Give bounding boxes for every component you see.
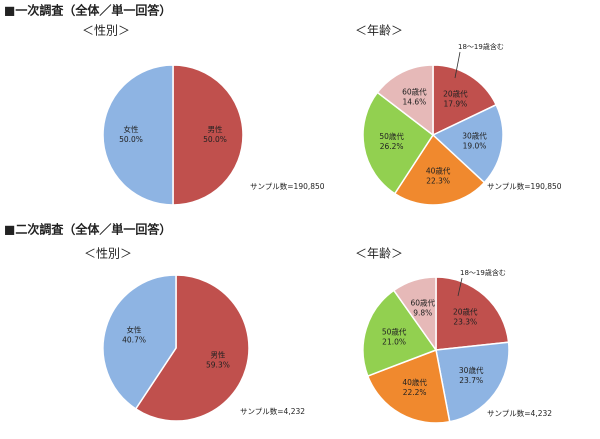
slice-label: 60歳代 <box>402 86 427 96</box>
sample-note: サンプル数=190,850 <box>487 181 562 191</box>
chart-subtitle: ＜性別＞ <box>82 24 130 38</box>
pie-slice <box>102 274 177 410</box>
slice-value: 19.0% <box>463 141 487 150</box>
chart-subtitle: ＜年齢＞ <box>355 246 403 261</box>
slice-label: 60歳代 <box>410 297 435 307</box>
slice-value: 22.2% <box>403 388 427 397</box>
sample-note: サンプル数=190,850 <box>250 181 325 191</box>
annotation: 18～19歳含む <box>460 268 506 277</box>
slice-label: 20歳代 <box>453 306 478 316</box>
pie-slice <box>102 64 174 206</box>
slice-label: 女性 <box>124 124 139 134</box>
slice-label: 女性 <box>127 324 142 334</box>
slice-value: 22.3% <box>426 177 450 186</box>
chart-subtitle: ＜年齢＞ <box>355 23 403 38</box>
slice-value: 14.6% <box>402 97 426 106</box>
slice-value: 23.7% <box>459 376 483 385</box>
slice-value: 40.7% <box>122 335 146 344</box>
pie-slice <box>393 133 486 206</box>
slice-value: 26.2% <box>380 142 404 151</box>
pie-slice <box>134 274 250 422</box>
annotation-line <box>457 277 463 297</box>
slice-label: 50歳代 <box>379 131 404 141</box>
slice-value: 23.3% <box>453 317 477 326</box>
pie-slice <box>362 91 435 195</box>
slice-label: 50歳代 <box>382 326 407 336</box>
pie-slice <box>435 276 510 351</box>
slice-label: 40歳代 <box>402 377 427 387</box>
section-heading: ■一次調査（全体／単一回答） <box>4 3 171 18</box>
pie-slice <box>172 64 244 206</box>
section-heading: ■二次調査（全体／単一回答） <box>4 222 171 237</box>
slice-value: 50.0% <box>203 135 227 144</box>
slice-value: 17.9% <box>443 99 467 108</box>
sample-note: サンプル数=4,232 <box>240 406 305 416</box>
slice-label: 男性 <box>210 350 225 360</box>
pie-slice <box>376 64 434 137</box>
slice-label: 40歳代 <box>426 166 451 176</box>
pie-slice <box>435 341 510 423</box>
sample-note: サンプル数=4,232 <box>487 408 552 418</box>
slice-label: 20歳代 <box>443 88 468 98</box>
slice-label: 男性 <box>208 124 223 134</box>
pie-slice <box>431 103 504 184</box>
pie-slice <box>432 64 498 137</box>
annotation: 18～19歳含む <box>458 42 504 51</box>
pie-slice <box>362 289 438 377</box>
slice-value: 9.8% <box>413 308 432 317</box>
slice-label: 30歳代 <box>459 365 484 375</box>
chart-subtitle: ＜性別＞ <box>84 247 132 261</box>
slice-value: 50.0% <box>119 135 143 144</box>
pie-slice <box>392 276 437 353</box>
slice-value: 59.3% <box>206 361 230 370</box>
annotation-line <box>454 51 461 79</box>
slice-value: 21.0% <box>382 337 406 346</box>
slice-label: 30歳代 <box>462 130 487 140</box>
